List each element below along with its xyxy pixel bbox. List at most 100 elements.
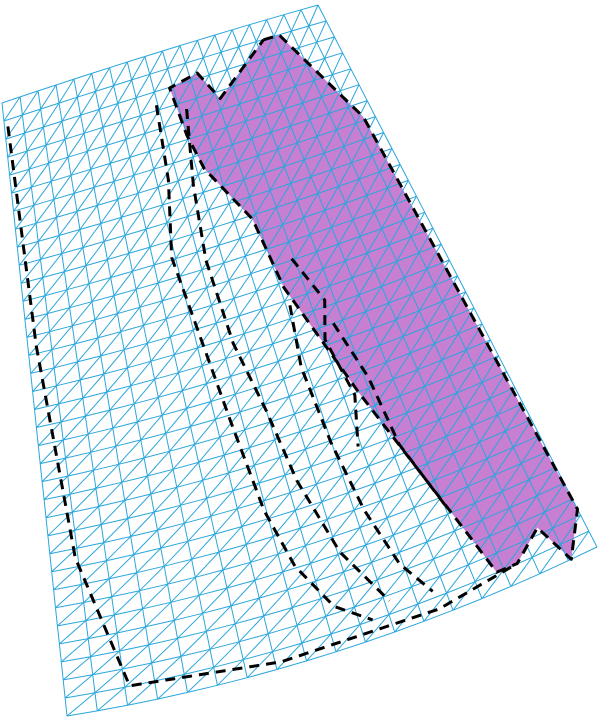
mesh-edge <box>255 207 277 215</box>
mesh-edge <box>253 465 260 484</box>
mesh-edge <box>359 236 368 254</box>
mesh-edge <box>95 488 100 507</box>
mesh-edge <box>400 473 408 491</box>
mesh-edge <box>79 229 84 248</box>
boundary-contour <box>168 33 579 574</box>
mesh-edge <box>505 430 514 448</box>
mesh-diagonal <box>268 492 291 520</box>
mesh-diagonal <box>85 596 113 621</box>
mesh-edge <box>44 289 68 297</box>
mesh-edge <box>378 345 387 363</box>
mesh-edge <box>509 495 538 509</box>
mesh-diagonal <box>214 69 228 93</box>
mesh-diagonal <box>117 288 137 314</box>
mesh-edge <box>198 167 219 176</box>
mesh-edge <box>351 269 375 279</box>
mesh-edge <box>151 655 182 664</box>
mesh-diagonal <box>358 155 373 180</box>
mesh-edge <box>141 204 163 212</box>
mesh-edge <box>154 379 159 398</box>
mesh-edge <box>284 159 305 167</box>
mesh-edge <box>145 626 150 645</box>
mesh-diagonal <box>45 120 63 146</box>
mesh-edge <box>327 509 355 520</box>
mesh-edge <box>258 91 278 99</box>
mesh-edge <box>210 393 236 402</box>
mesh-edge <box>76 97 82 116</box>
mesh-edge <box>13 211 16 230</box>
mesh-edge <box>223 255 246 264</box>
mesh-edge <box>185 57 204 64</box>
mesh-edge <box>213 227 220 246</box>
mesh-diagonal <box>36 403 60 428</box>
mesh-edge <box>331 362 339 381</box>
mesh-edge <box>272 266 280 285</box>
mesh-diagonal <box>163 103 179 128</box>
mesh-diagonal <box>359 596 384 625</box>
mesh-edge <box>182 115 202 123</box>
mesh-edge <box>396 261 405 279</box>
mesh-diagonal <box>168 121 184 146</box>
mesh-edge <box>170 594 200 603</box>
mesh-diagonal <box>411 268 428 295</box>
mesh-diagonal <box>60 638 89 663</box>
mesh-diagonal <box>479 414 499 443</box>
mesh-edge <box>343 146 353 163</box>
mesh-edge <box>359 624 366 643</box>
mesh-edge <box>328 113 337 131</box>
mesh-edge <box>379 171 388 189</box>
mesh-edge <box>178 365 203 374</box>
mesh-diagonal <box>385 336 404 363</box>
mesh-edge <box>187 541 193 560</box>
mesh-diagonal <box>223 161 239 187</box>
mesh-edge <box>24 132 28 152</box>
mesh-edge <box>144 133 150 152</box>
mesh-edge <box>78 560 107 567</box>
mesh-edge <box>187 684 218 693</box>
mesh-edge <box>124 493 151 501</box>
mesh-edge <box>160 548 165 567</box>
mesh-diagonal <box>262 36 275 59</box>
mesh-edge <box>263 615 269 634</box>
mesh-edge <box>233 298 240 317</box>
mesh-diagonal <box>351 139 365 163</box>
mesh-edge <box>135 282 159 290</box>
mesh-edge <box>74 530 78 549</box>
mesh-diagonal <box>9 150 28 176</box>
mesh-diagonal <box>145 601 172 628</box>
mesh-edge <box>72 506 99 513</box>
mesh-edge <box>274 439 281 458</box>
mesh-edge <box>297 193 319 201</box>
mesh-edge <box>26 331 50 338</box>
mesh-edge <box>392 369 418 380</box>
mesh-edge <box>392 378 401 397</box>
mesh-edge <box>255 214 262 232</box>
mesh-edge <box>388 244 398 262</box>
mesh-edge <box>51 349 55 368</box>
mesh-diagonal <box>123 324 144 351</box>
mesh-edge <box>154 673 185 682</box>
mesh-edge <box>316 136 325 154</box>
mesh-edge <box>198 595 204 614</box>
mesh-diagonal <box>153 145 170 170</box>
mesh-diagonal <box>310 440 332 468</box>
mesh-edge <box>404 569 413 587</box>
mesh-diagonal <box>42 102 60 128</box>
mesh-edge <box>365 311 374 329</box>
mesh-edge <box>207 209 214 228</box>
mesh-edge <box>163 127 170 146</box>
mesh-edge <box>283 166 292 184</box>
mesh-diagonal <box>180 479 204 506</box>
mesh-edge <box>53 199 57 218</box>
mesh-edge <box>349 404 376 415</box>
mesh-edge <box>124 235 130 254</box>
mesh-edge <box>359 527 367 546</box>
mesh-edge <box>417 592 447 605</box>
mesh-edge <box>330 169 339 187</box>
mesh-edge <box>186 401 212 409</box>
mesh-edge <box>291 25 309 32</box>
mesh-edge <box>278 353 303 362</box>
mesh-diagonal <box>202 454 225 481</box>
mesh-edge <box>267 624 298 635</box>
mesh-edge <box>208 203 230 211</box>
